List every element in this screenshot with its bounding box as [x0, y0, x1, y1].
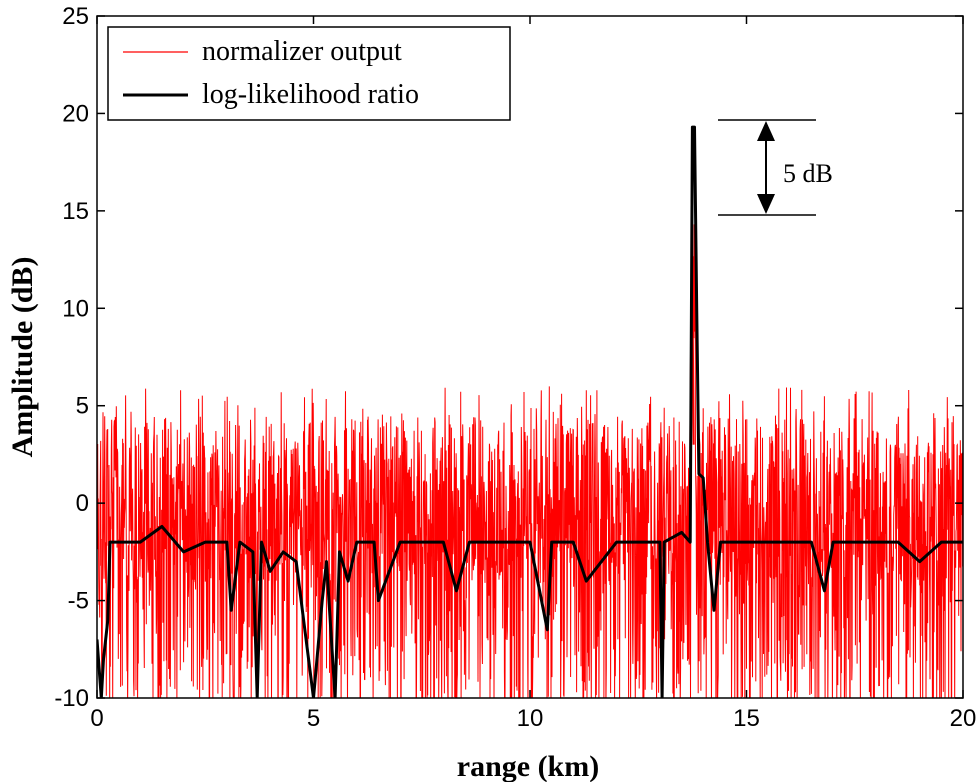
y-tick-label: -10 [54, 685, 89, 712]
legend-box [107, 26, 511, 121]
annotation-text: 5 dB [783, 159, 833, 188]
series-layer [97, 125, 963, 698]
annotation-arrow-head-down [757, 194, 775, 214]
series-line-log-likelihood-ratio [97, 125, 963, 698]
y-axis-title: Amplitude (dB) [6, 257, 39, 458]
y-tick-label: 0 [76, 490, 89, 517]
legend: normalizer output log-likelihood ratio [107, 26, 511, 121]
annotation-arrow-head-up [757, 121, 775, 141]
x-tick-label: 20 [950, 705, 977, 732]
y-tick-label: -5 [68, 588, 89, 615]
legend-label-normalizer-output: normalizer output [202, 36, 402, 67]
annotation-5db: 5 dB [718, 119, 833, 216]
series-line-normalizer-output [97, 224, 963, 698]
y-tick-label: 25 [62, 3, 89, 30]
x-tick-label: 0 [90, 705, 103, 732]
y-tick-label: 20 [62, 100, 89, 127]
ticks-layer: 0 5 10 15 20 -10 -5 0 5 10 15 20 25 [54, 3, 976, 732]
y-tick-label: 5 [76, 393, 89, 420]
y-tick-label: 15 [62, 198, 89, 225]
x-axis-title: range (km) [457, 750, 599, 782]
x-tick-label: 15 [733, 705, 760, 732]
x-tick-label: 10 [517, 705, 544, 732]
x-tick-label: 5 [307, 705, 320, 732]
y-tick-label: 10 [62, 295, 89, 322]
legend-label-log-likelihood-ratio: log-likelihood ratio [202, 79, 419, 110]
